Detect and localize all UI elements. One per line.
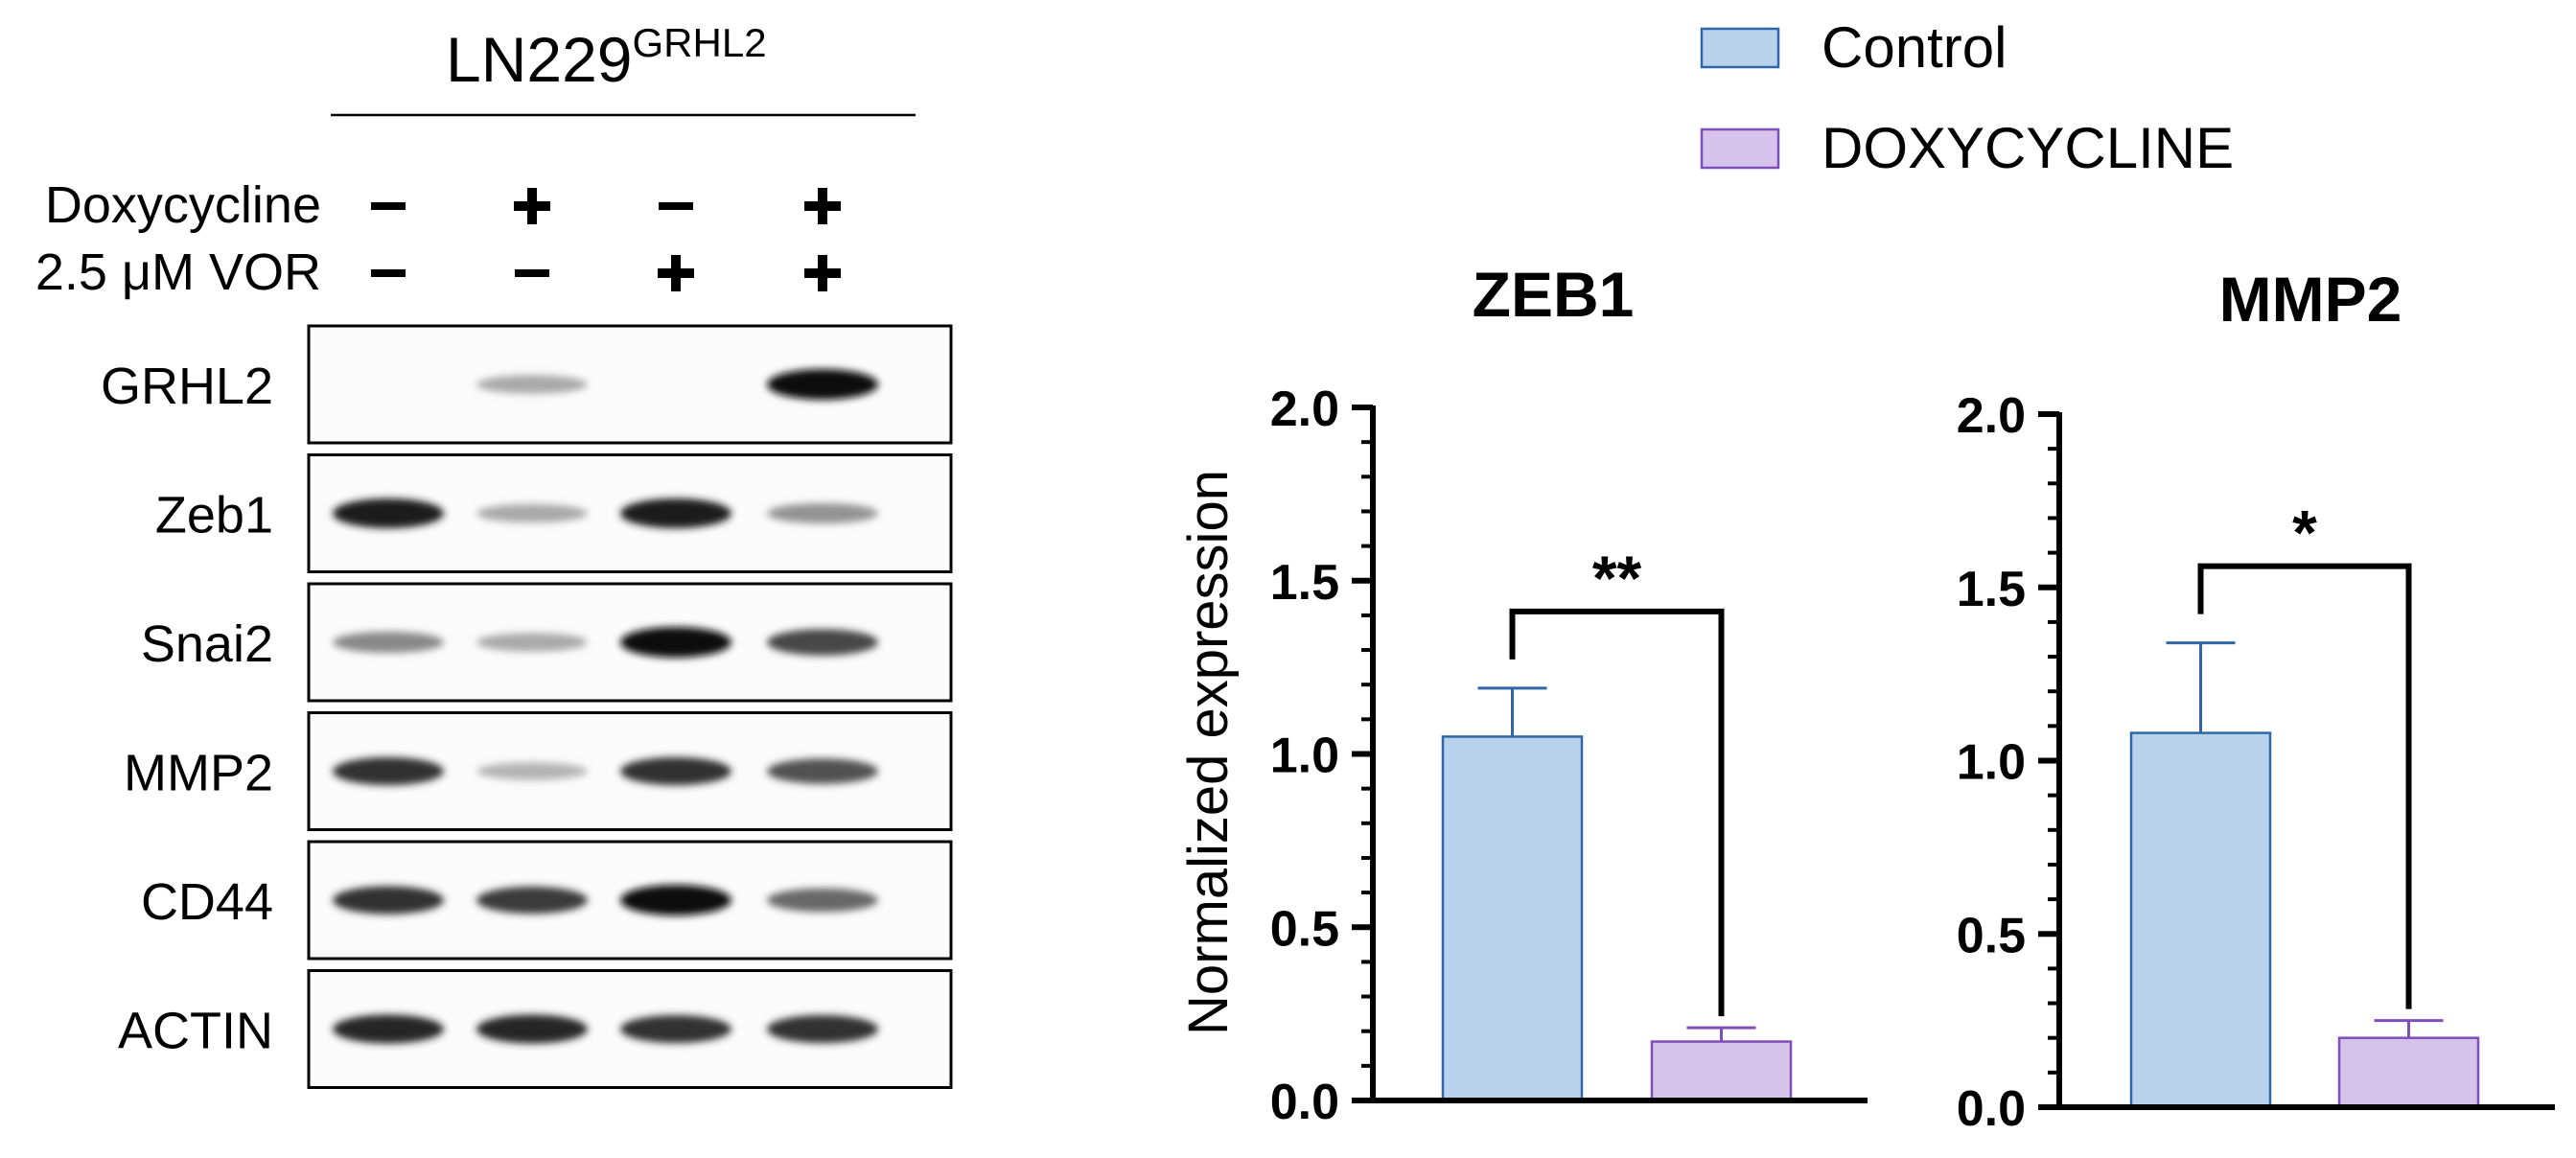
chart-zeb1: ZEB1 0.0 0.5 1.0 1.5 2.0 ** — [1270, 259, 1868, 1130]
blot-band — [476, 886, 588, 915]
blot-title-main: LN229 — [446, 24, 633, 95]
blot-band — [333, 886, 444, 915]
y-tick-label: 1.5 — [1957, 562, 2026, 617]
bar-control — [2129, 731, 2272, 1109]
y-tick-label: 1.0 — [1270, 729, 1339, 784]
blot-band — [767, 888, 878, 913]
treatment-label-doxycycline: Doxycycline — [45, 176, 321, 234]
blot-row-label: Snai2 — [141, 615, 273, 673]
blot-row-mmp2: MMP2 — [124, 711, 953, 831]
treatment-label-vor: 2.5 μM VOR — [35, 243, 321, 301]
blot-band — [476, 503, 588, 523]
y-tick-label: 1.0 — [1957, 735, 2026, 791]
significance-stars: ** — [1592, 543, 1642, 614]
blot-row-label: Zeb1 — [155, 487, 273, 544]
significance-stars: * — [2292, 498, 2317, 568]
blot-band — [767, 758, 878, 784]
y-tick-label: 2.0 — [1957, 388, 2026, 444]
bar-doxycycline — [1650, 1040, 1793, 1102]
blot-band — [476, 1014, 588, 1044]
blot-band — [476, 633, 588, 652]
bar-doxycycline — [2337, 1036, 2480, 1109]
significance-bracket — [2197, 563, 2412, 1009]
y-tick-label: 0.5 — [1957, 908, 2026, 963]
blot-band — [333, 756, 444, 786]
y-tick-label: 0.0 — [1270, 1075, 1339, 1130]
blot-band — [333, 1014, 444, 1044]
legend-swatch-control — [1700, 27, 1780, 69]
blot-row-cd44: CD44 — [141, 840, 953, 961]
bar-control — [1441, 735, 1584, 1102]
blot-band — [767, 502, 878, 524]
blot-row-label: CD44 — [141, 873, 273, 931]
blot-band — [620, 1014, 731, 1044]
blot-row-grhl2: GRHL2 — [101, 324, 953, 445]
western-blot-panel: LN229GRHL2 Doxycycline 2.5 μM VOR GRHL2Z… — [35, 20, 953, 1089]
y-axis-label: Normalized expression — [1177, 470, 1240, 1035]
blot-band — [767, 1014, 878, 1044]
y-tick-label: 1.5 — [1270, 555, 1339, 611]
blot-band — [620, 756, 731, 786]
treatment-signs — [371, 188, 841, 291]
blot-band — [767, 629, 878, 656]
blot-band — [476, 762, 588, 780]
blot-title-superscript: GRHL2 — [633, 20, 767, 65]
blot-row-label: MMP2 — [124, 745, 273, 802]
y-tick-label: 2.0 — [1270, 382, 1339, 437]
blot-title: LN229GRHL2 — [446, 20, 767, 95]
blot-row-zeb1: Zeb1 — [155, 453, 953, 573]
legend-label-control: Control — [1822, 15, 2007, 80]
chart-mmp2: MMP2 0.0 0.5 1.0 1.5 2.0 * — [1957, 264, 2555, 1137]
y-tick-label: 0.0 — [1957, 1081, 2026, 1137]
blot-band — [767, 369, 878, 400]
blot-row-snai2: Snai2 — [141, 582, 953, 703]
significance-bracket — [1509, 608, 1725, 1017]
blot-band — [333, 631, 444, 654]
blot-row-label: GRHL2 — [101, 358, 273, 415]
chart-title-mmp2: MMP2 — [2219, 264, 2402, 335]
blot-band — [476, 375, 588, 394]
legend-label-doxycycline: DOXYCYCLINE — [1822, 116, 2234, 180]
y-tick-label: 0.5 — [1270, 901, 1339, 957]
blot-bands: GRHL2 Zeb1 Snai2 MMP2 CD44 ACTIN — [101, 324, 953, 1089]
blot-band — [620, 885, 731, 915]
chart-title-zeb1: ZEB1 — [1473, 259, 1635, 330]
blot-band — [333, 498, 444, 529]
blot-row-label: ACTIN — [118, 1003, 273, 1060]
legend-swatch-doxycycline — [1700, 127, 1780, 170]
blot-band — [620, 498, 731, 529]
blot-row-actin: ACTIN — [118, 969, 953, 1089]
legend: Control DOXYCYCLINE — [1700, 15, 2234, 180]
blot-band — [620, 627, 731, 658]
